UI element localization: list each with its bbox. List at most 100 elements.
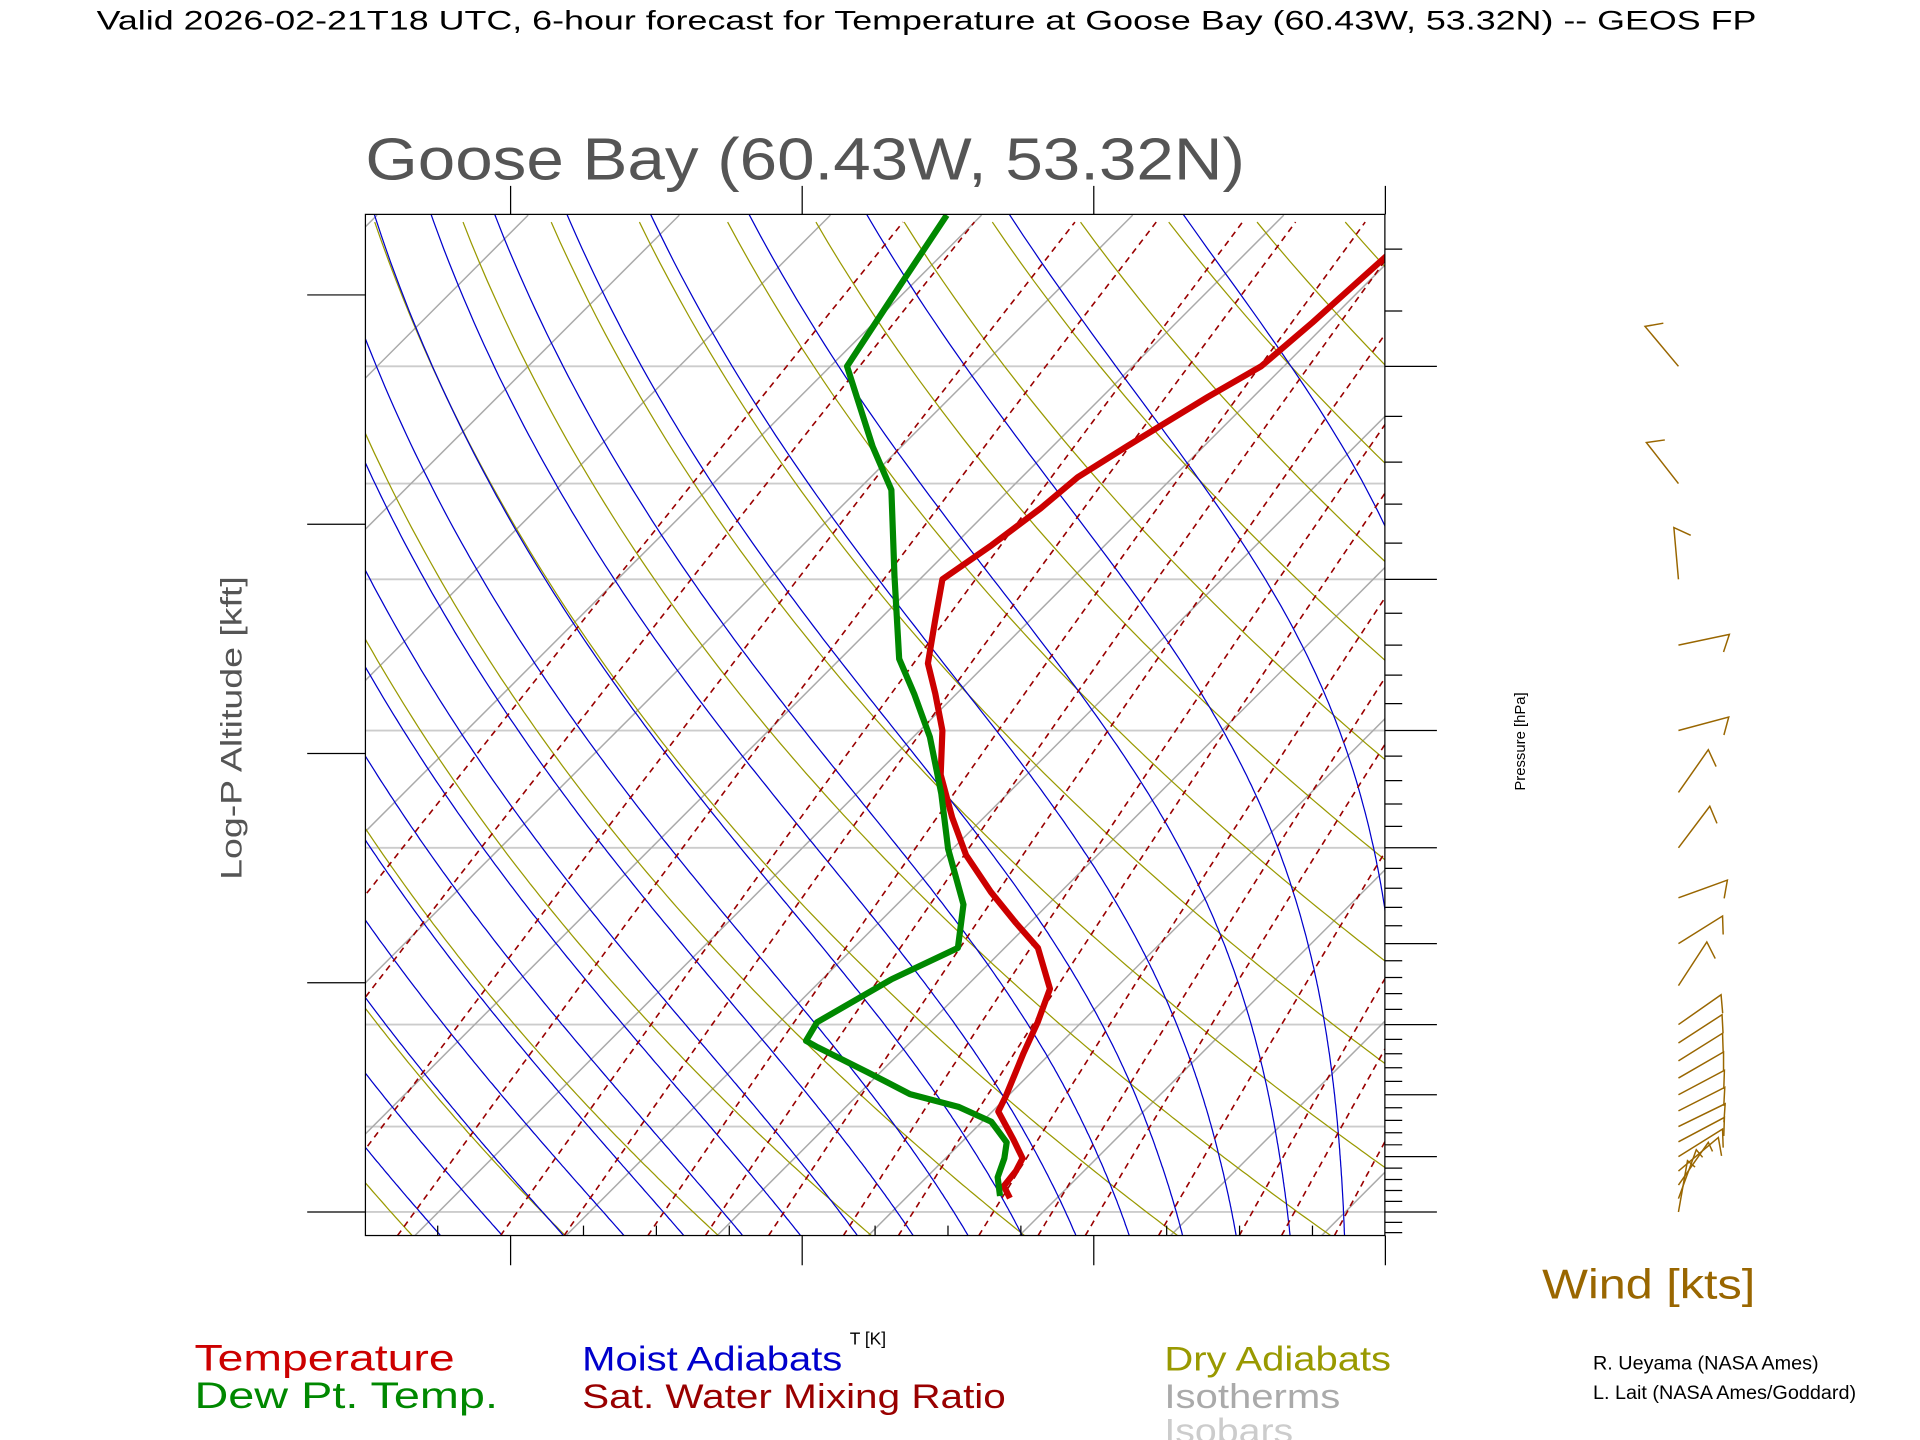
dry-adiabat-line (638, 221, 1385, 1065)
moist-adiabat-line (865, 214, 1346, 1236)
chart-title: Goose Bay (60.43W, 53.32N) (365, 126, 1244, 193)
mixing-ratio-line (1333, 1140, 1385, 1236)
isotherm-line (365, 214, 983, 833)
mixing-ratio-line (978, 596, 1385, 1236)
wind-barb (1677, 1140, 1714, 1186)
moist-adiabat-line (365, 996, 565, 1236)
legend-isobars: Isobars (1164, 1412, 1293, 1440)
dry-adiabat-line (365, 1007, 566, 1236)
dry-adiabat-line (1344, 221, 1385, 268)
moist-adiabat-line (365, 919, 625, 1236)
moist-adiabat-line (365, 461, 914, 1236)
wind-barb (1678, 993, 1724, 1026)
moist-adiabat-line (365, 569, 859, 1236)
isotherm-line (867, 717, 1385, 1236)
moist-adiabat-line (649, 214, 1237, 1236)
dry-adiabat-line (1080, 221, 1385, 563)
dry-adiabat-line (815, 221, 1385, 861)
wind-barb (1678, 878, 1729, 899)
wind-barb (1677, 748, 1717, 793)
isotherm-line (365, 214, 831, 682)
mixing-ratio-line (1157, 850, 1385, 1236)
isotherm-line (1624, 215, 1920, 1236)
isotherm-line (365, 214, 680, 531)
mixing-ratio-line (767, 333, 1385, 1236)
moist-adiabat-line (365, 1072, 504, 1236)
wind-barb (1678, 633, 1731, 653)
wind-barb (1678, 715, 1730, 736)
wind-barb (1678, 1102, 1726, 1128)
isotherm-line (365, 214, 378, 228)
wind-barb (1678, 1116, 1726, 1143)
legend-temperature: Temperature (194, 1337, 454, 1379)
mixing-ratio-line (365, 221, 1076, 1151)
dry-adiabat-line (550, 221, 1385, 1169)
moist-adiabat-line (1008, 214, 1385, 914)
mixing-ratio-line (647, 221, 1366, 1236)
dry-adiabat-line (1433, 222, 1920, 1236)
legend-mixing-ratio: Sat. Water Mixing Ratio (582, 1378, 1006, 1416)
dry-adiabat-line (365, 431, 1025, 1236)
axes (307, 185, 1437, 1266)
wind-barb (1643, 322, 1680, 367)
isotherm-line (365, 214, 529, 380)
wind-label: Wind [kts] (1542, 1261, 1755, 1308)
mixing-ratio-line (1084, 743, 1385, 1236)
wind-barb (1677, 804, 1718, 849)
mixing-ratio-line (365, 221, 975, 999)
legend-moist-adiabats: Moist Adiabats (582, 1341, 842, 1379)
isotherm-line (1018, 868, 1385, 1236)
dewpoint-profile (802, 214, 1010, 1197)
wind-barb (1678, 1031, 1724, 1062)
x-axis-label: T [K] (850, 1329, 886, 1349)
isotherm-line (565, 415, 1385, 1236)
isotherm-line (1321, 1171, 1385, 1236)
isotherm-line (365, 214, 1134, 984)
dry-adiabat-line (991, 221, 1385, 661)
wind-barb (1677, 940, 1716, 987)
legend-dewpoint: Dew Pt. Temp. (194, 1374, 497, 1416)
moist-adiabat-line (365, 337, 969, 1236)
mixing-ratio-line (563, 221, 1297, 1236)
dry-adiabat-line (727, 221, 1385, 962)
moist-adiabat-line (430, 214, 1077, 1236)
mixing-ratio-line (704, 259, 1385, 1236)
wind-barbs (1643, 322, 1731, 1213)
moist-adiabat-line (566, 214, 1184, 1236)
moist-adiabat-line (365, 754, 744, 1236)
wind-barb (1678, 1069, 1726, 1096)
y-axis-label: Log-P Altitude [kft] (216, 576, 249, 880)
legend-dry-adiabats: Dry Adiabats (1164, 1341, 1391, 1379)
dry-adiabat-line (365, 1181, 413, 1236)
mixing-ratio-line (396, 221, 1157, 1236)
moist-adiabat-line (494, 214, 1130, 1236)
mixing-ratio-line (1238, 977, 1385, 1236)
wind-barb (1673, 526, 1692, 580)
plot-frame (364, 213, 1386, 1237)
wind-barb (1678, 1013, 1724, 1044)
pressure-axis-label: Pressure [hPa] (1513, 692, 1529, 790)
dry-adiabat-line (1698, 222, 1920, 1236)
wind-barb (1678, 1086, 1726, 1112)
wind-barb (1644, 439, 1680, 485)
dry-adiabat-line (462, 221, 1332, 1236)
dry-adiabat-line (365, 827, 719, 1236)
mixing-ratio-line (842, 423, 1385, 1236)
isotherm-line (716, 566, 1385, 1236)
dry-adiabat-line (1168, 221, 1385, 464)
moist-adiabat-line (748, 214, 1291, 1236)
dry-adiabat-line (1875, 222, 1920, 1236)
mixing-ratio-line (897, 491, 1385, 1236)
moist-adiabat-line (373, 214, 1023, 1236)
wind-barb (1677, 1136, 1723, 1172)
dry-adiabat-line (1786, 222, 1920, 1236)
isotherm-line (0, 215, 75, 1236)
wind-barb (1678, 1050, 1725, 1079)
isotherm-line (1169, 1020, 1385, 1236)
moist-adiabat-line (365, 665, 802, 1236)
moist-adiabat-line (365, 838, 685, 1236)
page-title: Valid 2026-02-21T18 UTC, 6-hour forecast… (97, 5, 1757, 36)
mixing-ratio-line (1404, 222, 1920, 1236)
legend: Temperature Dew Pt. Temp. Moist Adiabats… (194, 1337, 1391, 1440)
